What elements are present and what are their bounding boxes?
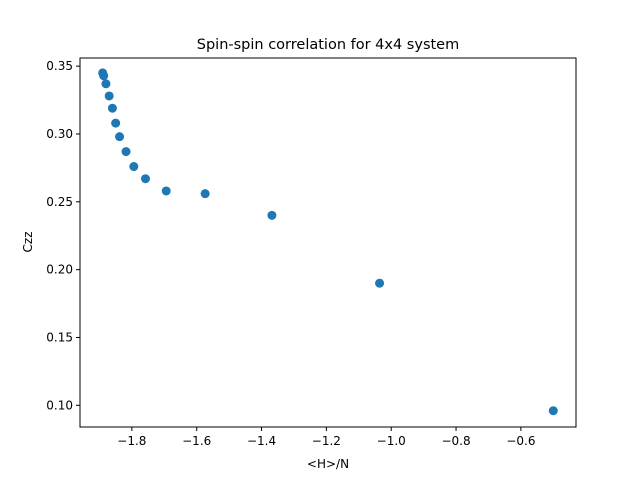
data-point <box>111 118 121 128</box>
x-tick-label: −1.8 <box>117 434 146 448</box>
x-axis-label: <H>/N <box>307 457 349 471</box>
x-tick-label: −1.4 <box>247 434 276 448</box>
y-tick-label: 0.25 <box>46 195 73 209</box>
y-tick-label: 0.30 <box>46 127 73 141</box>
data-point <box>375 278 385 288</box>
y-axis-label: Czz <box>21 232 35 253</box>
data-point <box>548 406 558 416</box>
x-tick-label: −1.6 <box>182 434 211 448</box>
x-tick-label: −1.2 <box>312 434 341 448</box>
data-point <box>115 132 125 142</box>
data-point <box>267 210 277 220</box>
data-point <box>107 103 117 113</box>
data-point <box>99 71 109 81</box>
y-tick-label: 0.35 <box>46 59 73 73</box>
x-tick-label: −1.0 <box>377 434 406 448</box>
data-point <box>200 189 210 199</box>
y-tick-label: 0.10 <box>46 398 73 412</box>
data-point <box>161 186 171 196</box>
data-point <box>140 174 150 184</box>
y-tick-label: 0.15 <box>46 330 73 344</box>
data-point <box>121 147 131 157</box>
y-tick-label: 0.20 <box>46 263 73 277</box>
data-point <box>101 79 111 89</box>
x-tick-label: −0.6 <box>506 434 535 448</box>
data-point <box>129 162 139 172</box>
plot-frame <box>79 57 577 428</box>
data-point <box>104 91 114 101</box>
chart-title: Spin-spin correlation for 4x4 system <box>197 37 459 53</box>
x-tick-label: −0.8 <box>441 434 470 448</box>
